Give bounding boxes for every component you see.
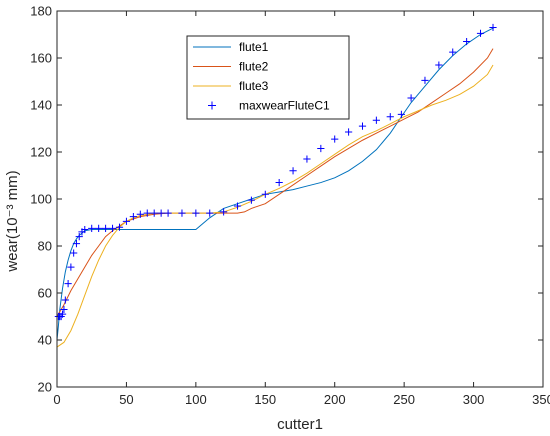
data-point-marker (102, 224, 110, 232)
y-tick-label: 100 (30, 192, 52, 207)
data-point-marker (72, 240, 81, 248)
data-point-marker (345, 128, 353, 136)
x-tick-label: 100 (185, 392, 207, 407)
y-tick-label: 60 (38, 286, 52, 301)
data-point-marker (289, 167, 297, 175)
data-point-marker (397, 110, 405, 118)
data-point-marker (261, 190, 269, 198)
data-point-marker (220, 208, 228, 216)
data-point-marker (275, 178, 283, 187)
data-point-marker (476, 29, 485, 37)
data-point-marker (122, 217, 131, 225)
y-tick-label: 140 (30, 98, 52, 113)
data-point-marker (435, 61, 443, 69)
y-tick-label: 80 (38, 239, 52, 254)
data-point-marker (61, 296, 69, 304)
x-tick-label: 300 (463, 392, 485, 407)
data-point-marker (67, 263, 75, 271)
data-point-marker (206, 209, 214, 217)
ticks: 0 50 100 150 200 250 300 350 20 40 60 80 100 120 140 16… (30, 4, 550, 408)
x-tick-label: 50 (119, 392, 133, 407)
x-tick-label: 250 (393, 392, 415, 407)
data-point-marker (247, 196, 255, 204)
x-tick-label: 0 (53, 392, 60, 407)
series-markers-maxwearflutec1 (54, 23, 497, 321)
data-point-marker (136, 210, 144, 218)
data-point-marker (372, 116, 380, 124)
data-point-marker (58, 310, 67, 318)
y-tick-label: 160 (30, 51, 52, 66)
x-tick-label: 200 (324, 392, 346, 407)
data-point-marker (233, 202, 242, 210)
data-point-marker (303, 155, 311, 163)
data-point-marker (489, 23, 497, 32)
y-tick-label: 20 (38, 380, 52, 395)
data-point-marker (358, 122, 367, 130)
data-point-marker (129, 213, 137, 221)
y-tick-label: 40 (38, 333, 52, 348)
data-point-marker (150, 209, 158, 217)
data-point-marker (331, 135, 339, 143)
data-point-marker (95, 224, 103, 232)
data-point-marker (386, 113, 394, 121)
y-tick-label: 180 (30, 4, 52, 19)
data-point-marker (64, 280, 72, 288)
series-line-flute1 (56, 27, 495, 341)
data-point-marker (157, 209, 165, 217)
data-point-marker (115, 223, 124, 231)
data-point-marker (463, 37, 471, 46)
data-point-marker (407, 94, 415, 102)
data-point-marker (70, 249, 78, 257)
data-point-marker (60, 305, 68, 314)
legend-entry-label: flute2 (239, 60, 269, 74)
data-point-marker (421, 76, 429, 84)
x-axis-label: cutter1 (277, 416, 323, 433)
data-point-marker (317, 144, 325, 153)
data-point-marker (81, 225, 89, 234)
plot-area (54, 23, 497, 348)
data-point-marker (88, 224, 96, 232)
legend-entry-label: maxwearFluteC1 (239, 99, 330, 113)
legend-entry-label: flute1 (239, 40, 269, 54)
x-tick-label: 350 (532, 392, 550, 407)
x-tick-label: 150 (254, 392, 276, 407)
y-axis-label: wear(10⁻³ mm) (4, 170, 21, 272)
y-tick-label: 120 (30, 145, 52, 160)
legend: flute1 flute2 flute3 maxwearFluteC1 (186, 35, 350, 120)
data-point-marker (143, 209, 151, 217)
data-point-marker (192, 209, 200, 217)
data-point-marker (449, 48, 457, 56)
data-point-marker (75, 233, 83, 241)
legend-swatch-maxwearflutec1 (208, 101, 216, 110)
data-point-marker (164, 209, 172, 217)
data-point-marker (108, 224, 117, 232)
legend-entry-label: flute3 (239, 79, 269, 93)
data-point-marker (178, 209, 186, 217)
series-line-flute2 (56, 48, 494, 317)
